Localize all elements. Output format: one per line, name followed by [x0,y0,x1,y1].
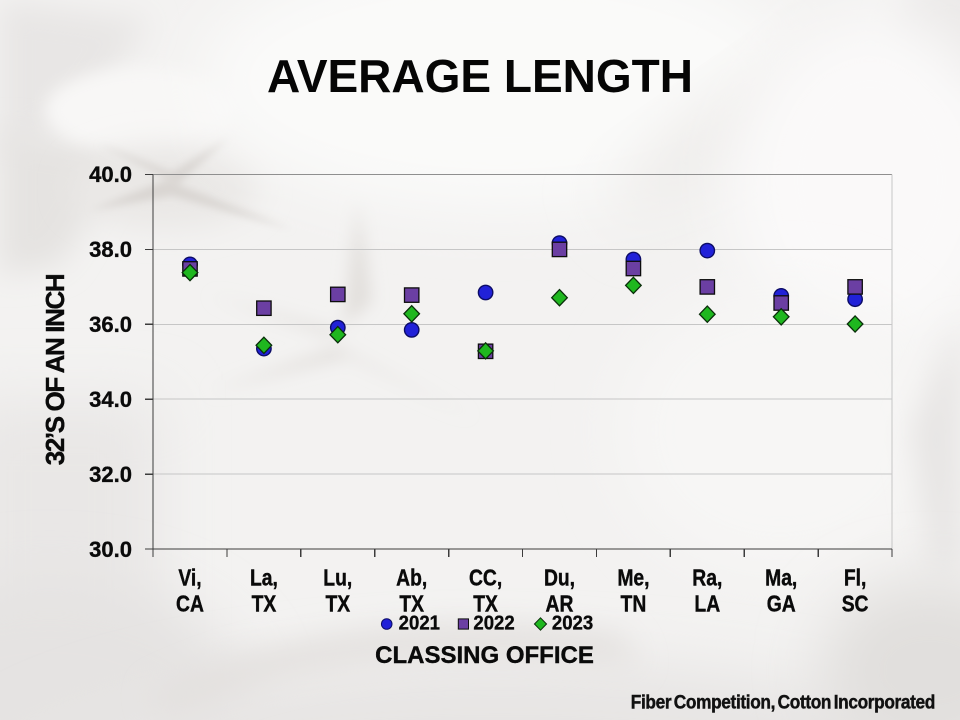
svg-text:34.0: 34.0 [89,387,132,412]
svg-text:38.0: 38.0 [89,237,132,262]
svg-text:36.0: 36.0 [89,312,132,337]
svg-text:TX: TX [252,592,277,617]
svg-text:LA: LA [694,592,720,617]
svg-text:Fl,: Fl, [844,566,867,591]
svg-text:AVERAGE LENGTH: AVERAGE LENGTH [267,50,693,102]
svg-text:Me,: Me, [617,566,649,591]
svg-text:2023: 2023 [552,613,594,635]
svg-text:2021: 2021 [399,613,441,635]
svg-text:La,: La, [250,566,278,591]
svg-text:TX: TX [473,592,498,617]
svg-text:32’S OF AN INCH: 32’S OF AN INCH [40,274,70,465]
svg-text:32.0: 32.0 [89,462,132,487]
svg-text:30.0: 30.0 [89,537,132,562]
svg-text:TX: TX [325,592,350,617]
svg-text:40.0: 40.0 [89,162,132,187]
svg-text:GA: GA [767,592,796,617]
svg-text:Ra,: Ra, [692,566,722,591]
svg-text:SC: SC [842,592,869,617]
svg-text:Fiber Competition, Cotton Inco: Fiber Competition, Cotton Incorporated [631,692,935,713]
svg-text:Lu,: Lu, [323,566,352,591]
svg-text:TX: TX [399,592,424,617]
svg-text:Ma,: Ma, [765,566,797,591]
svg-text:CC,: CC, [469,566,502,591]
svg-text:AR: AR [546,592,574,617]
svg-text:Ab,: Ab, [396,566,427,591]
svg-text:CA: CA [176,592,204,617]
svg-text:2022: 2022 [473,613,514,635]
svg-text:Du,: Du, [544,566,575,591]
svg-text:Vi,: Vi, [178,566,201,591]
svg-text:TN: TN [621,592,647,617]
svg-text:CLASSING OFFICE: CLASSING OFFICE [375,642,594,669]
